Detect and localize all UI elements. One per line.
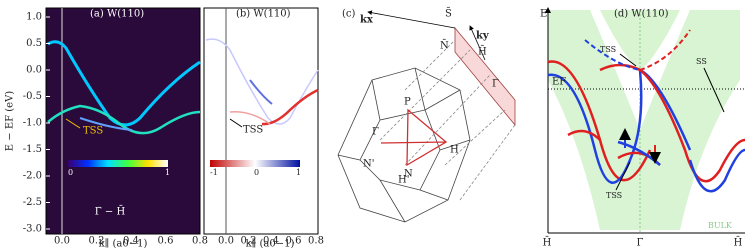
x-tick-label: 0.2	[89, 236, 105, 247]
tick-labels: 1.0 0.5 0.0 -0.5 -1.0 -1.5 -2.0 -2.5 -3.0 0.0 0.2 0…	[23, 12, 743, 249]
band-red	[599, 63, 746, 183]
colorbar	[210, 160, 300, 167]
band-blue	[547, 67, 692, 184]
band	[79, 117, 133, 131]
bulk-bz-edges	[337, 67, 471, 223]
surface-bz	[454, 26, 516, 127]
y-tick-label: -1.5	[23, 144, 42, 155]
x-tick-label: 0.0	[54, 236, 70, 247]
x-tick-label: 0.4	[123, 236, 139, 247]
x-tick-label: 0.6	[158, 236, 174, 247]
axis-label: kx	[360, 15, 374, 26]
ss-dashed	[584, 39, 641, 71]
x-axis-label: k∥ (a0−1)	[246, 238, 295, 250]
x-tick-label: 0.2	[241, 236, 257, 247]
y-axis-label: E − EF (eV)	[5, 91, 16, 151]
point-label: S̄	[445, 8, 452, 20]
annotation: SS	[696, 57, 707, 66]
x-tick-label: 0.4	[263, 236, 279, 247]
x-tick-label: H̄	[734, 237, 743, 249]
colorbar-tick: 1	[165, 168, 170, 177]
panel-d: E (d) W(110) TSS SS EF TSS BULK	[540, 7, 746, 234]
x-axis-label: k∥ (a0−1)	[99, 238, 148, 250]
panel-a: (a) W(110) TSS 0 1 Γ̄ − H̄ E − EF (eV) k…	[5, 7, 201, 250]
x-tick-label: 0.6	[286, 236, 302, 247]
annotation-arrow	[615, 161, 631, 191]
panel-c	[337, 10, 516, 223]
y-tick-label: 1.0	[26, 12, 42, 23]
kx-axis	[367, 10, 456, 29]
colorbar-tick: 0	[254, 168, 259, 177]
panel-c-labels: (c) kx ky S̄ N̄ H̄ Γ̄ P Γ H N N' H'	[342, 8, 499, 186]
annotation-arrow	[229, 118, 243, 128]
band-blue	[688, 148, 746, 193]
band	[249, 79, 273, 105]
x-tick-label: 0.8	[308, 236, 324, 247]
colorbar-tick: 0	[68, 168, 73, 177]
y-tick-label: -2.5	[23, 197, 42, 208]
colorbar-tick: 1	[296, 168, 301, 177]
path-label: Γ̄ − H̄	[95, 206, 126, 218]
bulk-label: BULK	[708, 221, 733, 230]
x-tick-label: H̄	[543, 237, 552, 249]
colorbar-tick: -1	[210, 168, 218, 177]
x-tick-label: Γ̄	[637, 238, 644, 249]
plot-area	[203, 7, 319, 235]
irreducible-wedge	[380, 108, 448, 167]
annotation-arrow	[65, 118, 81, 129]
x-tick-label: 0.0	[218, 236, 234, 247]
point-label: H	[450, 145, 459, 156]
y-tick-label: 0.0	[26, 65, 42, 76]
annotation: TSS	[606, 191, 622, 200]
annotation: TSS	[83, 126, 103, 137]
y-tick-label: -3.0	[23, 224, 42, 235]
panel-label: (c)	[342, 9, 356, 20]
annotation: TSS	[600, 45, 616, 54]
panel-b: (b) W(110) TSS -1 0 1 k∥ (a0−1)	[203, 7, 319, 250]
y-tick-label: -2.0	[23, 171, 42, 182]
point-label: Γ	[372, 127, 379, 138]
point-label: H̄	[478, 46, 487, 58]
bulk-region	[548, 10, 740, 230]
point-label: P	[404, 97, 411, 108]
annotation-arrow	[619, 53, 637, 67]
y-tick-label: -1.0	[23, 118, 42, 129]
annotation: TSS	[243, 125, 263, 136]
fermi-label: EF	[552, 77, 566, 88]
point-label: N	[404, 169, 413, 180]
colorbar	[68, 160, 168, 167]
x-tick-label: 0.8	[192, 236, 208, 247]
projection-lines	[379, 39, 516, 201]
annotation-arrow	[703, 67, 725, 113]
band	[47, 104, 201, 135]
point-label: H'	[398, 175, 409, 186]
point-label: N'	[363, 159, 375, 170]
point-label: Γ̄	[492, 79, 499, 90]
band	[229, 111, 271, 125]
y-tick-label: 0.5	[26, 38, 42, 49]
panel-label: (b) W(110)	[236, 9, 291, 20]
point-label: N̄	[440, 40, 449, 52]
axis-label: E	[540, 9, 547, 20]
y-tick-label: -0.5	[23, 91, 42, 102]
ky-axis	[469, 25, 486, 61]
panel-label: (a) W(110)	[90, 9, 144, 20]
panel-label: (d) W(110)	[614, 9, 669, 20]
axis-label: ky	[476, 31, 490, 42]
ss-dashed	[639, 29, 691, 71]
